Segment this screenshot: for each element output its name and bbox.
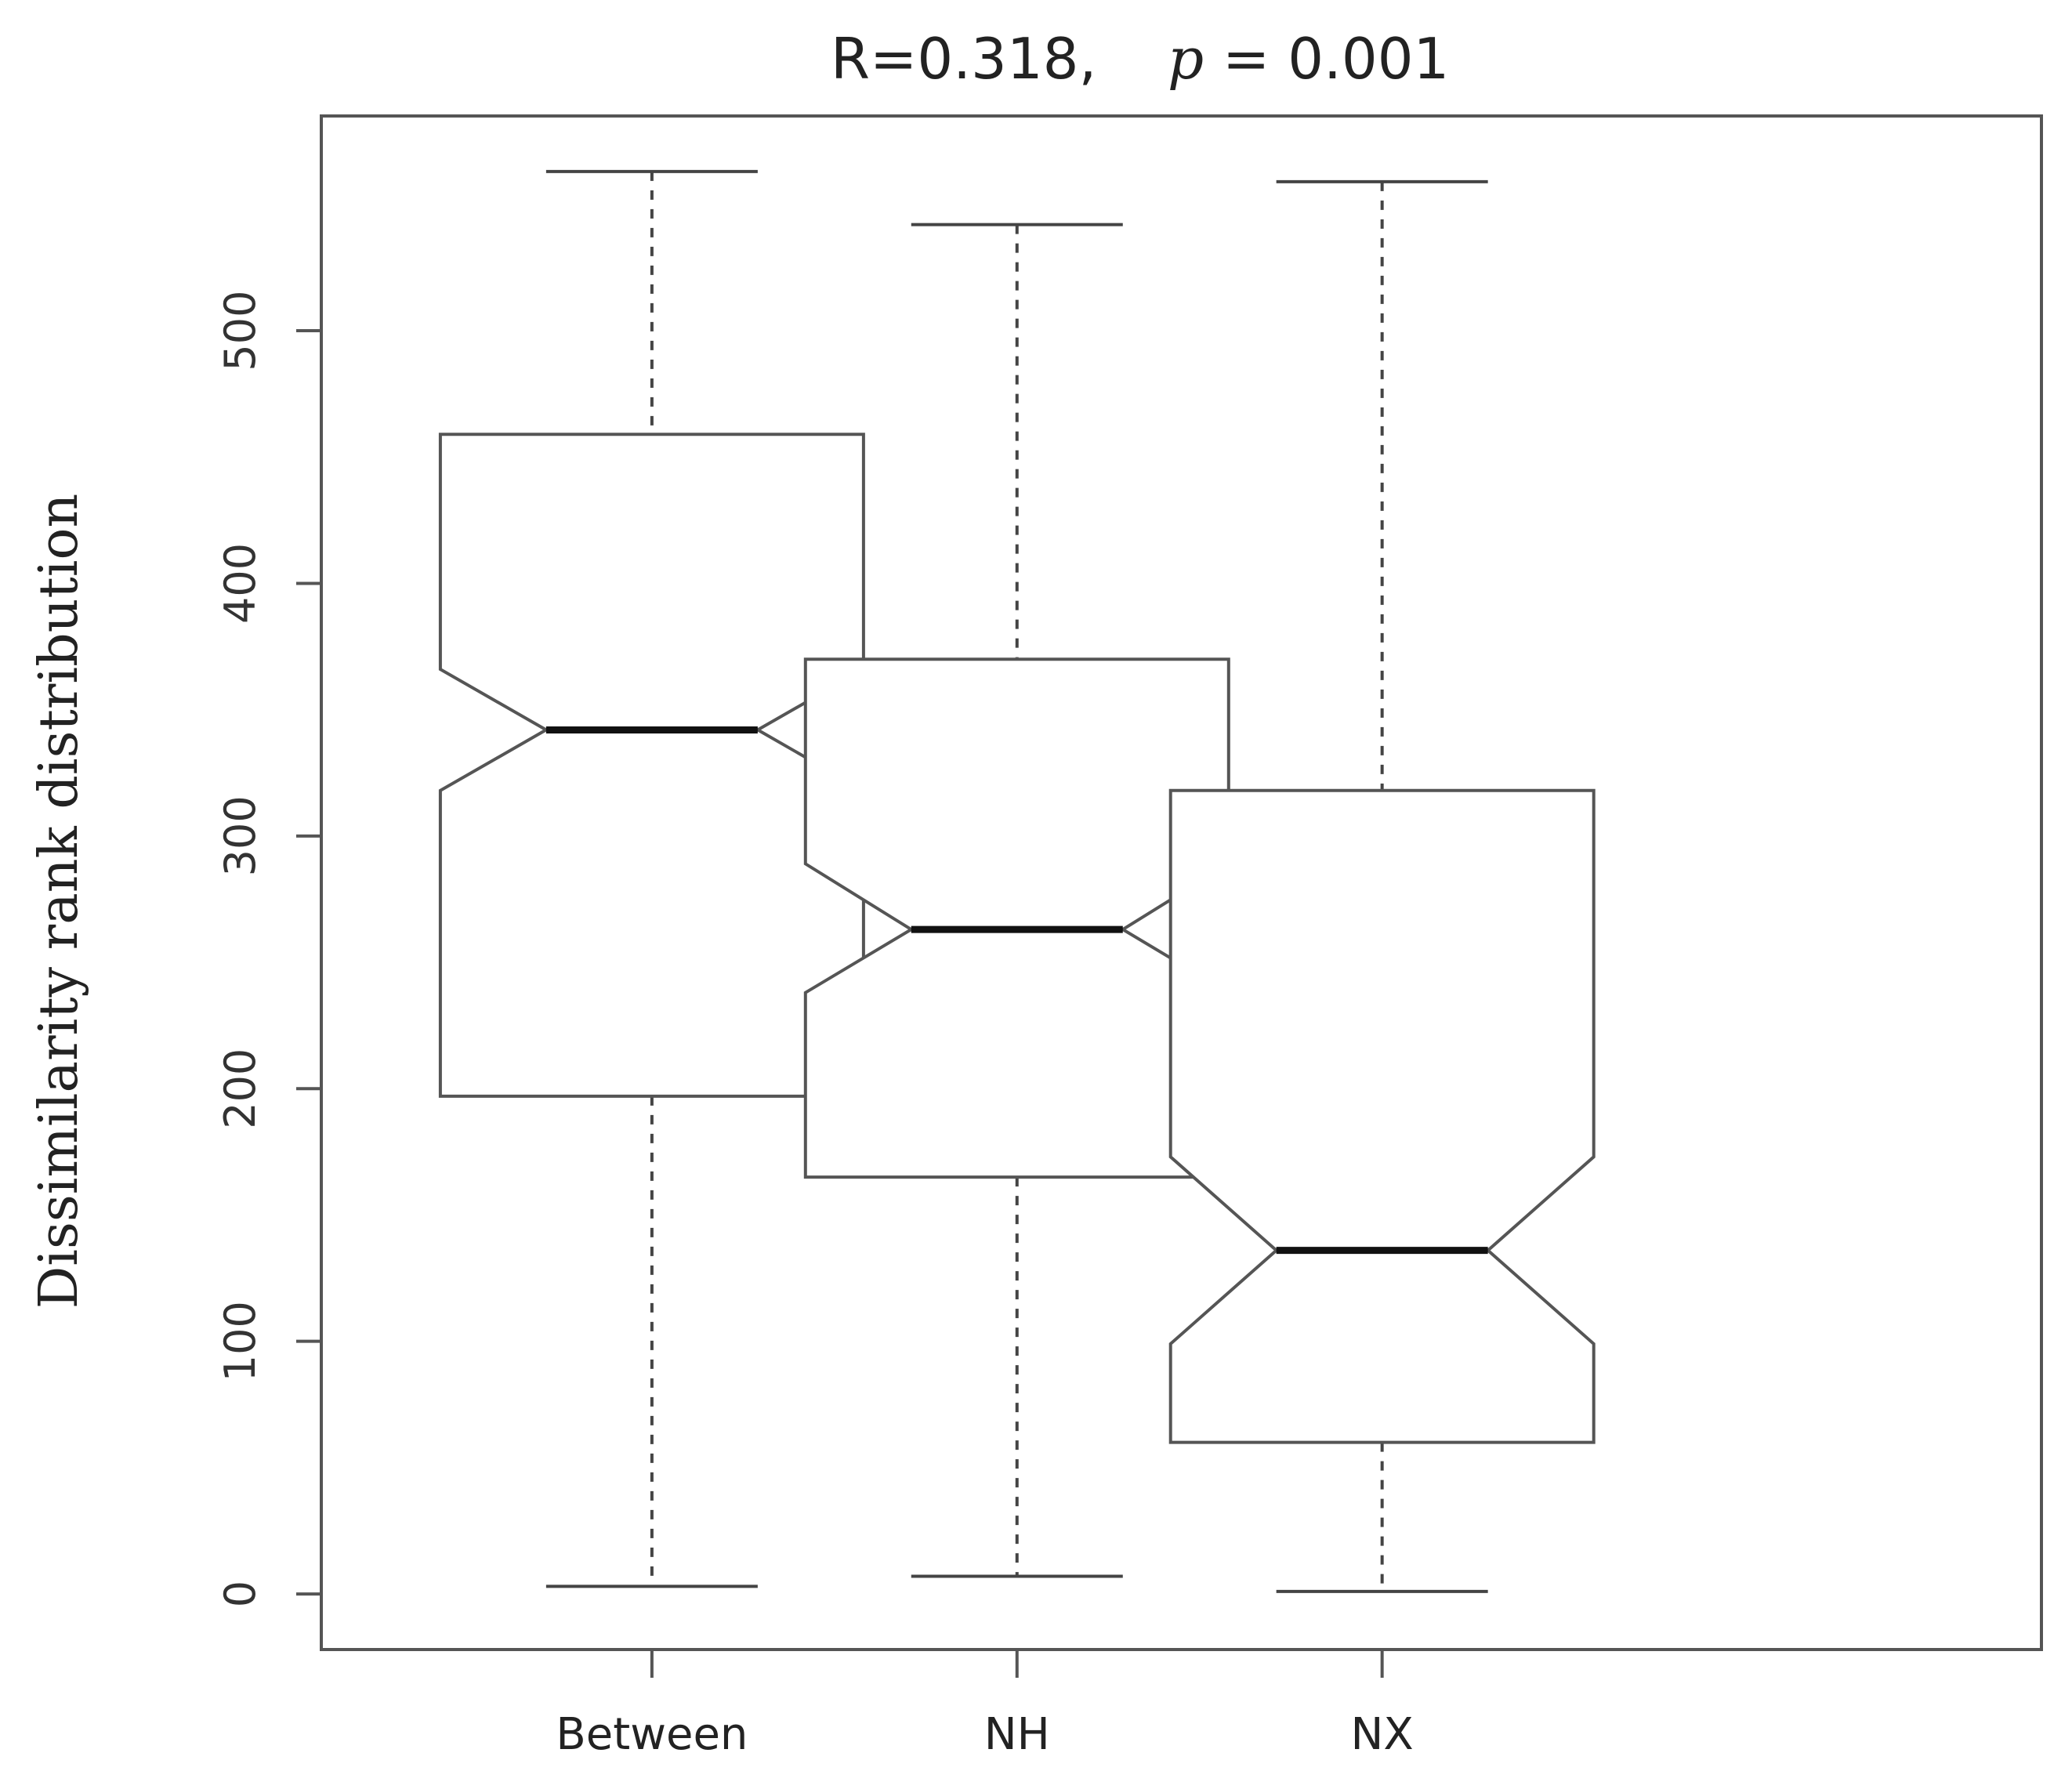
box-series (438, 169, 1596, 1593)
y-tick-label-300: 300 (216, 795, 265, 876)
x-axis: Between NH NX (556, 1650, 1414, 1760)
y-tick-label-100: 100 (216, 1301, 265, 1382)
y-tick-label-0: 0 (216, 1581, 265, 1607)
y-axis: 0 100 200 300 400 500 (216, 291, 321, 1607)
box-group-NH (803, 223, 1230, 1578)
y-tick-label-200: 200 (216, 1048, 265, 1129)
y-tick-label-500: 500 (216, 291, 265, 371)
box-NH (803, 657, 1230, 1179)
title-p-symbol: p (1168, 26, 1204, 92)
y-axis-label: Dissimilarity rank distribution (28, 494, 90, 1309)
title-stat: R=0.318, (831, 26, 1096, 92)
box-NX (1168, 788, 1596, 1444)
chart-title: R=0.318, p = 0.001 (831, 26, 1449, 92)
plot-frame (320, 114, 2043, 1651)
x-tick-label-Between: Between (556, 1709, 748, 1760)
box-Between (438, 433, 865, 1098)
box-group-Between (438, 169, 865, 1588)
x-tick-label-NX: NX (1351, 1709, 1414, 1760)
box-group-NX (1168, 179, 1596, 1593)
title-p-value: = 0.001 (1223, 26, 1449, 92)
y-tick-label-400: 400 (216, 543, 265, 624)
x-tick-label-NH: NH (984, 1709, 1050, 1760)
